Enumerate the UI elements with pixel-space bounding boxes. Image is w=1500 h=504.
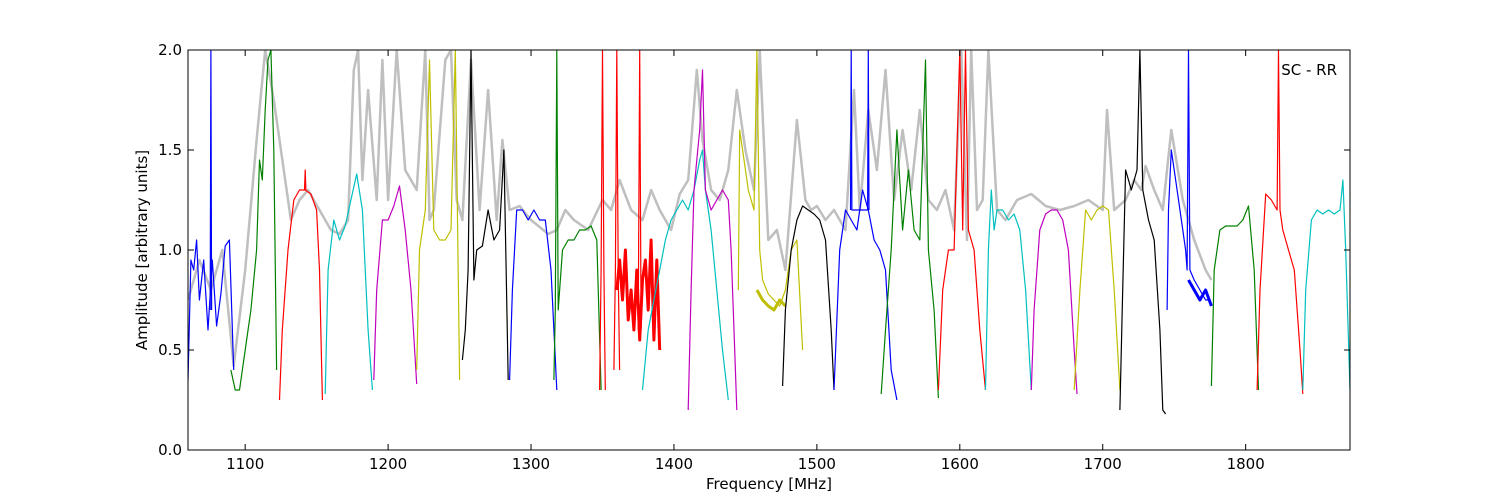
x-tick-label: 1400 — [655, 455, 693, 473]
x-tick-label: 1300 — [512, 455, 550, 473]
series-line-3 — [278, 189, 323, 401]
series-line-8 — [461, 50, 509, 381]
series-line-24 — [984, 189, 1032, 391]
series-line-26 — [1073, 205, 1121, 391]
series-line-1 — [209, 50, 213, 311]
series-line-28 — [1166, 50, 1210, 311]
series-line-21 — [849, 50, 870, 211]
series-line-0 — [188, 239, 235, 381]
x-tick-label: 1500 — [798, 455, 836, 473]
series-line-7 — [416, 50, 461, 381]
series-line-14 — [615, 238, 662, 351]
x-tick-label: 1800 — [1227, 455, 1265, 473]
series-line-17 — [737, 50, 804, 351]
series-line-29 — [1187, 279, 1213, 307]
y-tick-label: 2.0 — [158, 41, 182, 59]
series-line-13 — [637, 50, 642, 331]
x-tick-label: 1100 — [226, 455, 264, 473]
series-line-2 — [230, 50, 278, 391]
series-line-18 — [755, 289, 787, 312]
background-series-line — [188, 50, 1213, 368]
series-line-25 — [1030, 209, 1078, 395]
x-axis-label: Frequency [MHz] — [706, 475, 832, 493]
series-line-19 — [782, 205, 835, 391]
series-line-4 — [303, 169, 307, 191]
x-tick-label: 1700 — [1084, 455, 1122, 473]
series-line-23 — [937, 50, 987, 391]
series-line-11 — [599, 50, 606, 391]
y-tick-label: 0.5 — [158, 341, 182, 359]
series-line-31 — [1256, 50, 1304, 395]
series-line-9 — [509, 209, 558, 391]
series-line-30 — [1210, 205, 1260, 391]
series-line-32 — [1302, 179, 1350, 391]
series-line-6 — [373, 185, 418, 385]
series-line-10 — [553, 50, 602, 391]
series-line-27 — [1119, 50, 1167, 415]
y-tick-label: 1.5 — [158, 141, 182, 159]
y-tick-label: 0.0 — [158, 441, 182, 459]
series-line-15 — [641, 149, 729, 401]
series-line-16 — [687, 69, 738, 411]
chart-annotation: SC - RR — [1281, 61, 1337, 79]
y-axis-label: Amplitude [arbitrary units] — [133, 150, 151, 350]
y-tick-label: 1.0 — [158, 241, 182, 259]
series-line-5 — [324, 173, 373, 395]
x-tick-label: 1200 — [369, 455, 407, 473]
series-line-22 — [880, 59, 939, 399]
plot-background — [188, 50, 1350, 450]
x-tick-label: 1600 — [941, 455, 979, 473]
series-line-20 — [833, 189, 898, 401]
series-line-12 — [613, 50, 621, 371]
